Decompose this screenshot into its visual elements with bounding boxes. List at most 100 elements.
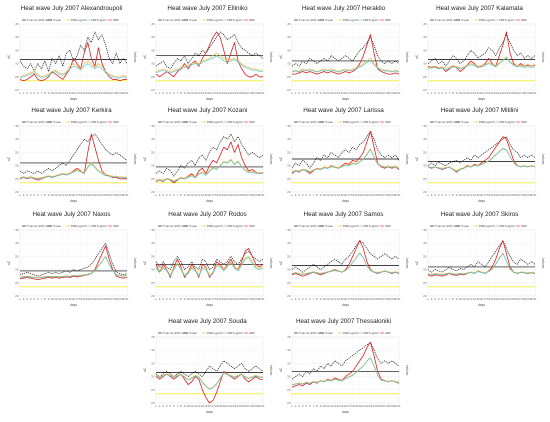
x-tick-label: 28 xyxy=(251,297,255,301)
x-tick-label: 20 xyxy=(86,91,90,95)
y-tick-label: 35 xyxy=(287,150,291,154)
series-line-tmean xyxy=(155,250,264,270)
x-tick-label: 31 xyxy=(261,193,265,197)
legend-label: Tmean xyxy=(53,224,62,228)
x-tick-label: 25 xyxy=(240,91,244,95)
x-tick-label: 16 xyxy=(208,91,212,95)
x-tick-label: 10 xyxy=(322,297,326,301)
x-tick-label: 10 xyxy=(458,297,462,301)
x-tick-label: 4 xyxy=(302,404,304,408)
x-tick-label: 3 xyxy=(162,297,164,301)
x-tick-label: 24 xyxy=(508,297,512,301)
y-tick-label: 40 xyxy=(151,348,155,352)
x-tick-label: 10 xyxy=(50,91,54,95)
x-tick-label: 18 xyxy=(215,297,219,301)
x-tick-label: 19 xyxy=(83,297,87,301)
x-tick-label: 13 xyxy=(469,193,473,197)
y-tick-label: 45 xyxy=(15,228,19,232)
x-tick-label: 24 xyxy=(372,193,376,197)
x-tick-label: 21 xyxy=(226,193,230,197)
x-tick-label: 1 xyxy=(427,91,429,95)
x-tick-label: 4 xyxy=(302,91,304,95)
x-tick-label: 6 xyxy=(309,193,311,197)
legend-label: PM10 µg/m3 xyxy=(343,120,358,124)
x-tick-label: 29 xyxy=(118,297,122,301)
legend-label: Tmean xyxy=(189,120,198,124)
x-tick-label: 21 xyxy=(90,193,94,197)
series-line-pm10-g-m3 xyxy=(291,57,400,72)
x-tick-label: 8 xyxy=(316,193,318,197)
x-tick-label: 9 xyxy=(184,297,186,301)
x-tick-label: 30 xyxy=(530,297,534,301)
legend-label: PM2.5 µg/m3 xyxy=(363,224,379,228)
y2-axis-label: Indices xyxy=(269,52,273,63)
series-line-pm10-g-m3 xyxy=(19,60,128,78)
x-tick-label: 31 xyxy=(261,404,265,408)
x-tick-label: 5 xyxy=(441,297,443,301)
x-tick-label: 31 xyxy=(261,91,265,95)
legend-label: Tmax ref (1971-2000) xyxy=(299,120,324,124)
x-tick-label: 23 xyxy=(505,297,509,301)
x-tick-label: 10 xyxy=(458,91,462,95)
x-tick-label: 8 xyxy=(44,297,46,301)
x-tick-label: 30 xyxy=(122,297,126,301)
x-tick-label: 9 xyxy=(48,193,50,197)
x-tick-label: 4 xyxy=(166,404,168,408)
legend-label: Tmean xyxy=(325,331,334,335)
x-tick-label: 27 xyxy=(247,91,251,95)
legend-label: PM10 µg/m3 xyxy=(71,224,86,228)
x-tick-label: 18 xyxy=(351,91,355,95)
x-tick-label: 22 xyxy=(93,193,97,197)
x-tick-label: 11 xyxy=(190,91,193,95)
x-tick-label: 15 xyxy=(204,404,208,408)
y-axis-label: oC xyxy=(279,156,283,161)
y-axis-label: oC xyxy=(279,260,283,265)
x-tick-label: 12 xyxy=(330,297,334,301)
x-tick-label: 10 xyxy=(322,91,326,95)
legend-label: Tmax ref (1971-2000) xyxy=(435,18,460,22)
chart-title: Heat wave July 2007 Naxos xyxy=(32,211,111,218)
y2-axis-label: Indices xyxy=(541,258,545,269)
y-tick-label: 35 xyxy=(423,254,427,258)
y-axis-label: oC xyxy=(7,54,11,59)
x-tick-label: 8 xyxy=(44,193,46,197)
chart-title: Heat wave July 2007 Kozani xyxy=(167,107,248,114)
x-tick-label: 9 xyxy=(48,91,50,95)
x-axis-label: days xyxy=(206,303,213,307)
legend-label: Tmax ref (1971-2000) xyxy=(27,18,52,22)
x-tick-label: 20 xyxy=(358,91,362,95)
y-tick-label: 40 xyxy=(15,137,19,141)
x-tick-label: 14 xyxy=(473,91,477,95)
x-tick-label: 2 xyxy=(23,297,25,301)
legend-label: HWF xyxy=(113,18,119,22)
x-tick-label: 28 xyxy=(523,193,527,197)
x-tick-label: 19 xyxy=(219,193,223,197)
y-tick-label: 25 xyxy=(423,177,427,181)
x-tick-label: 18 xyxy=(487,193,491,197)
series-line-pm2-5-g-m3 xyxy=(155,373,263,390)
series-line-tmean xyxy=(19,133,128,174)
x-tick-label: 30 xyxy=(394,297,398,301)
x-tick-label: 28 xyxy=(115,193,119,197)
series-line-tmean xyxy=(155,31,264,70)
y-tick-label: 25 xyxy=(423,75,427,79)
x-tick-label: 13 xyxy=(469,91,473,95)
y-tick-label: 20 xyxy=(15,88,19,92)
chart-title: Heat wave July 2007 Rodos xyxy=(168,211,247,218)
series-line-pm10-g-m3 xyxy=(155,256,264,276)
y-tick-label: 45 xyxy=(287,124,291,128)
x-tick-label: 30 xyxy=(258,193,262,197)
chart-title: Heat wave July 2007 Skiros xyxy=(440,211,519,218)
legend-label: PM10 µg/m3 xyxy=(71,18,86,22)
x-tick-label: 18 xyxy=(215,404,219,408)
x-tick-label: 27 xyxy=(519,297,523,301)
series-line-tmean xyxy=(291,240,400,273)
series-line-hwf xyxy=(19,42,127,82)
x-tick-label: 9 xyxy=(456,297,458,301)
x-tick-label: 11 xyxy=(326,91,329,95)
x-tick-label: 2 xyxy=(295,91,297,95)
chart-panel: Heat wave July 2007 Thessaloniki 20 25 30 35… xyxy=(278,318,409,418)
